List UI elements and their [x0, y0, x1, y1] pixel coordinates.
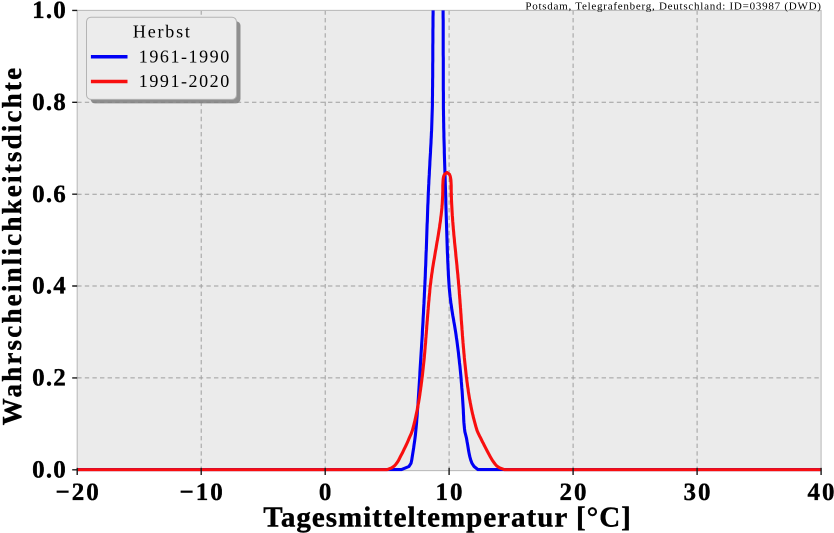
svg-text:30: 30 [684, 479, 713, 506]
svg-text:1961-1990: 1961-1990 [139, 46, 231, 66]
svg-text:Wahrscheinlichkeitsdichte: Wahrscheinlichkeitsdichte [0, 66, 27, 426]
svg-text:1991-2020: 1991-2020 [139, 71, 231, 91]
svg-text:Tagesmitteltemperatur [°C]: Tagesmitteltemperatur [°C] [263, 502, 632, 533]
svg-text:1.0: 1.0 [32, 0, 67, 24]
svg-text:−20: −20 [55, 479, 100, 506]
svg-text:0.2: 0.2 [32, 365, 67, 392]
svg-text:0.4: 0.4 [32, 273, 67, 300]
svg-text:20: 20 [560, 479, 589, 506]
svg-text:0: 0 [319, 479, 334, 506]
svg-text:Herbst: Herbst [133, 21, 192, 41]
svg-text:0.6: 0.6 [32, 181, 67, 208]
svg-text:10: 10 [436, 479, 465, 506]
svg-text:0.0: 0.0 [32, 457, 67, 484]
svg-text:Potsdam, Telegrafenberg, Deuts: Potsdam, Telegrafenberg, Deutschland: ID… [525, 0, 821, 12]
svg-text:0.8: 0.8 [32, 89, 67, 116]
svg-text:−10: −10 [179, 479, 224, 506]
svg-text:40: 40 [808, 479, 834, 506]
